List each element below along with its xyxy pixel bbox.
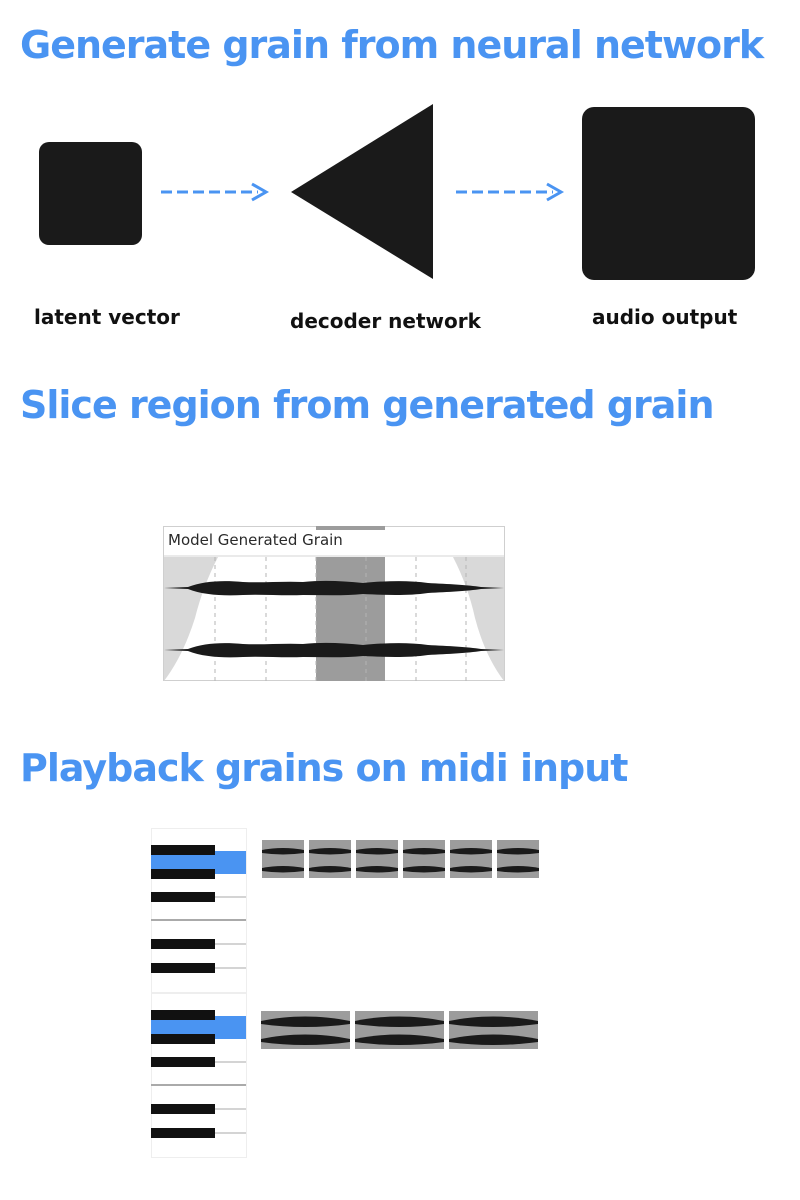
grain-clip xyxy=(450,840,492,878)
grain-sequence-2 xyxy=(261,1011,538,1049)
audio-output-square xyxy=(582,107,755,280)
latent-vector-square xyxy=(39,142,142,245)
arrow-1 xyxy=(161,182,270,202)
waveform-channel-2 xyxy=(164,642,504,658)
waveform-channel-1 xyxy=(164,580,504,596)
grain-clip xyxy=(262,840,304,878)
caption-latent-vector: latent vector xyxy=(34,305,180,329)
section-heading-slice: Slice region from generated grain xyxy=(20,383,714,427)
grain-clip xyxy=(355,1011,444,1049)
section-heading-playback: Playback grains on midi input xyxy=(20,746,628,790)
grain-clip xyxy=(261,1011,350,1049)
piano-key-highlight xyxy=(151,851,246,874)
decoder-network-triangle xyxy=(291,104,433,279)
caption-audio-output: audio output xyxy=(592,305,738,329)
piano-key-highlight xyxy=(151,1016,246,1039)
selected-slice-region xyxy=(316,557,385,681)
grain-clip xyxy=(449,1011,538,1049)
grain-clip xyxy=(497,840,539,878)
grain-sequence-1 xyxy=(262,840,539,878)
section-heading-generate: Generate grain from neural network xyxy=(20,23,764,67)
waveform-panel-label: Model Generated Grain xyxy=(168,531,343,549)
grain-clip xyxy=(356,840,398,878)
caption-decoder-network: decoder network xyxy=(290,309,481,333)
piano-roll-2 xyxy=(151,993,247,1158)
arrow-2 xyxy=(456,182,565,202)
waveform-panel xyxy=(163,526,505,681)
grain-clip xyxy=(309,840,351,878)
piano-roll-1 xyxy=(151,828,247,993)
grain-clip xyxy=(403,840,445,878)
